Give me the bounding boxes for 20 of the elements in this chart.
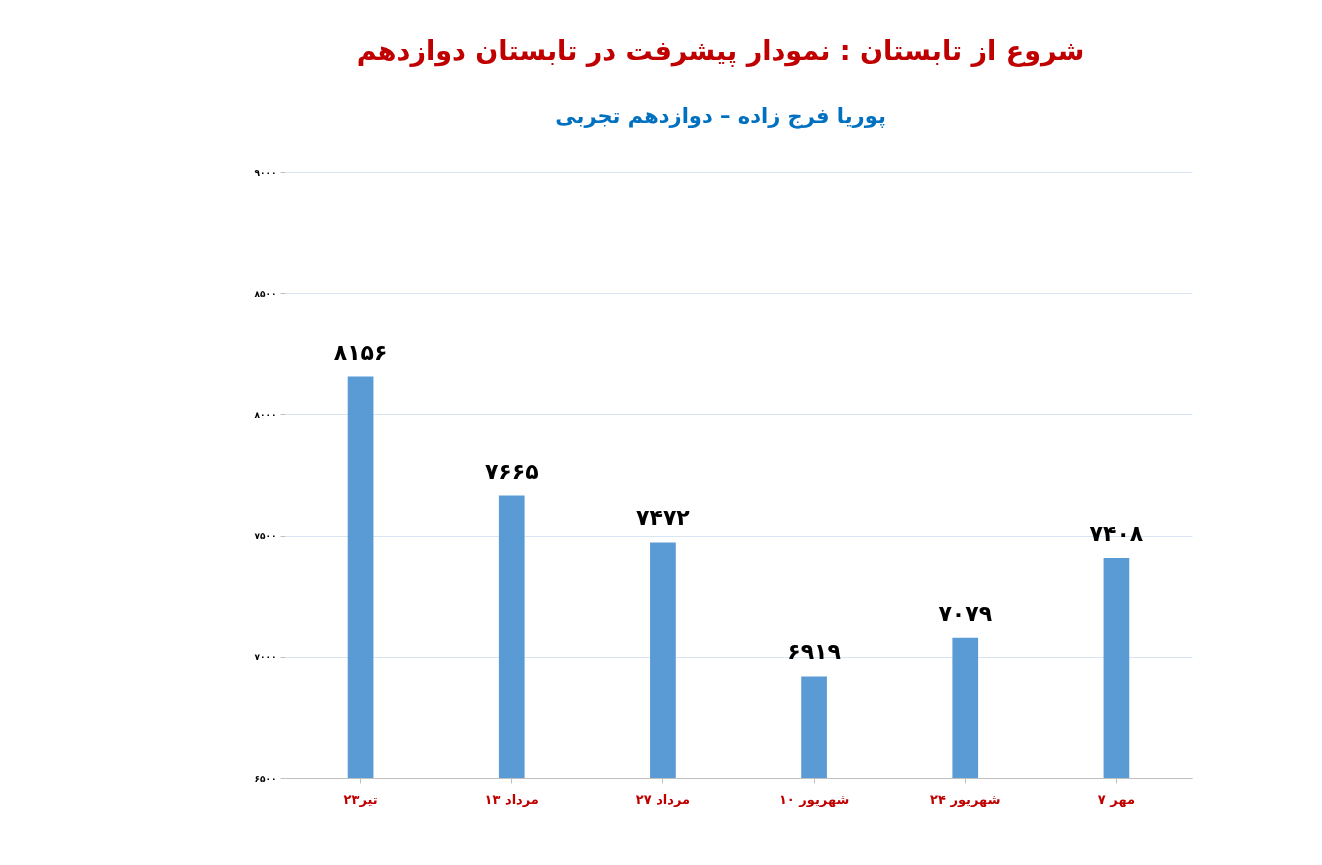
x-tick-label: ۲۷ مرداد [635, 791, 691, 807]
x-tick-label: ۱۰ شهریور [778, 791, 850, 807]
x-tick-label: ۷ مهر [1097, 791, 1136, 807]
y-tick-label: ۷۵۰۰ [254, 531, 277, 542]
chart-subtitle: پوریا فرج زاده – دوازدهم تجربی [555, 104, 886, 129]
data-label: ۷۶۶۵ [484, 458, 539, 484]
x-tick-label: ۲۳تیر [343, 791, 378, 807]
data-label: ۶۹۱۹ [787, 639, 841, 665]
data-label: ۷۰۷۹ [938, 600, 993, 626]
x-tick-label: ۲۴ شهریور [930, 791, 1001, 807]
data-label: ۷۴۰۸ [1089, 520, 1144, 546]
y-tick-label: ۶۵۰۰ [254, 773, 277, 784]
y-tick-label: ۷۰۰۰ [254, 652, 277, 663]
chart-title: شروع از تابستان : نمودار پیشرفت در تابستان دوازدهم [356, 35, 1085, 67]
y-tick-label: ۸۰۰۰ [254, 409, 277, 420]
x-tick-label: ۱۳ مرداد [484, 791, 539, 807]
data-label: ۷۴۷۲ [636, 505, 691, 531]
data-label: ۸۱۵۶ [333, 339, 388, 365]
y-tick-label: ۸۵۰۰ [254, 288, 277, 299]
y-tick-label: ۹۰۰۰ [254, 167, 277, 178]
